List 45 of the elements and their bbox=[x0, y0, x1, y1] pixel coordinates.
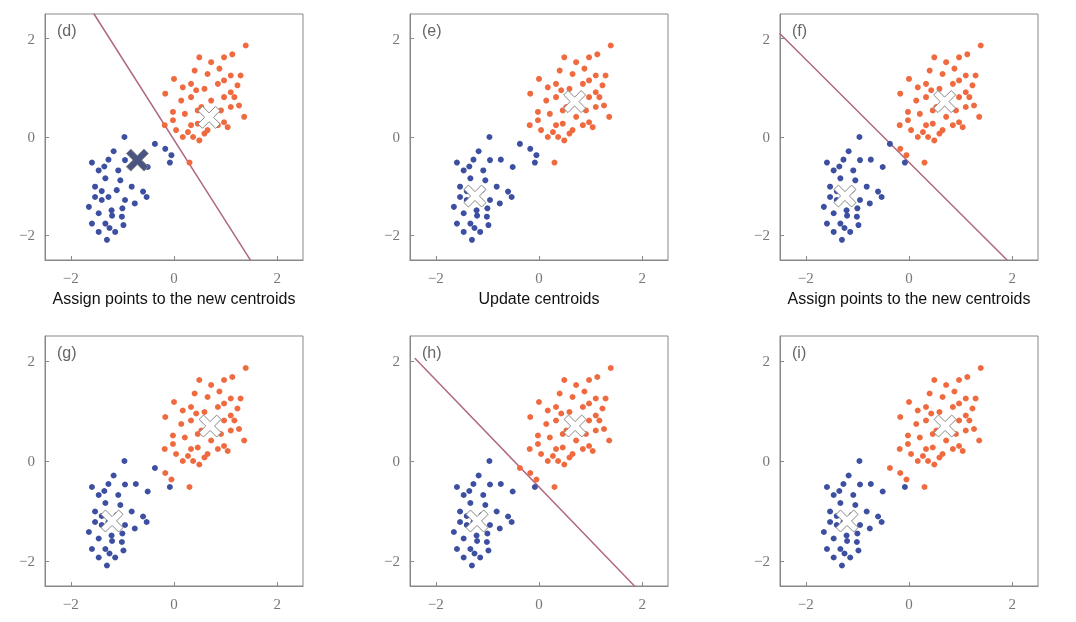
x-tick-label: −2 bbox=[62, 595, 79, 612]
y-tick-label: 2 bbox=[27, 30, 35, 47]
x-tick-label: −2 bbox=[427, 269, 444, 286]
y-tick-label: −2 bbox=[754, 227, 770, 244]
x-tick-label: −2 bbox=[427, 595, 444, 612]
x-tick-label: 2 bbox=[273, 269, 281, 286]
y-tick-label: 0 bbox=[27, 129, 35, 145]
y-tick-label: 2 bbox=[762, 30, 770, 47]
y-tick-label: 0 bbox=[27, 453, 35, 469]
y-tick-label: −2 bbox=[19, 553, 35, 569]
x-tick-label: 0 bbox=[535, 595, 543, 612]
x-tick-label: −2 bbox=[62, 269, 79, 286]
y-tick-label: 2 bbox=[762, 353, 770, 369]
annotation: (e) bbox=[422, 21, 442, 39]
y-tick-label: 2 bbox=[27, 353, 35, 369]
y-tick-label: 0 bbox=[392, 129, 400, 145]
annotation: (f) bbox=[792, 21, 808, 39]
y-tick-label: 0 bbox=[762, 129, 770, 145]
annotation: (g) bbox=[57, 343, 77, 361]
annotation: (i) bbox=[792, 343, 807, 361]
x-tick-label: 0 bbox=[535, 269, 543, 286]
y-tick-label: 0 bbox=[762, 453, 770, 469]
y-tick-label: 0 bbox=[392, 453, 400, 469]
x-axis-title: Assign points to the new centroids bbox=[52, 289, 296, 307]
x-tick-label: 0 bbox=[170, 269, 178, 286]
x-tick-label: 0 bbox=[905, 595, 913, 612]
x-tick-label: 2 bbox=[638, 269, 646, 286]
y-tick-label: −2 bbox=[384, 227, 400, 244]
x-axis-title: Assign points to the new centroids bbox=[787, 289, 1031, 307]
y-tick-label: −2 bbox=[19, 227, 35, 244]
x-tick-label: 2 bbox=[1008, 595, 1016, 612]
x-axis-title: Update centroids bbox=[478, 289, 600, 307]
y-tick-label: 2 bbox=[392, 30, 400, 47]
annotation: (d) bbox=[57, 21, 77, 39]
x-tick-label: 0 bbox=[905, 269, 913, 286]
annotation: (h) bbox=[422, 343, 442, 361]
x-tick-label: −2 bbox=[797, 269, 814, 286]
y-tick-label: −2 bbox=[384, 553, 400, 569]
y-tick-label: 2 bbox=[392, 353, 400, 369]
x-tick-label: 2 bbox=[1008, 269, 1016, 286]
x-tick-label: 2 bbox=[273, 595, 281, 612]
y-tick-label: −2 bbox=[754, 553, 770, 569]
x-tick-label: 0 bbox=[170, 595, 178, 612]
x-tick-label: 2 bbox=[638, 595, 646, 612]
x-tick-label: −2 bbox=[797, 595, 814, 612]
